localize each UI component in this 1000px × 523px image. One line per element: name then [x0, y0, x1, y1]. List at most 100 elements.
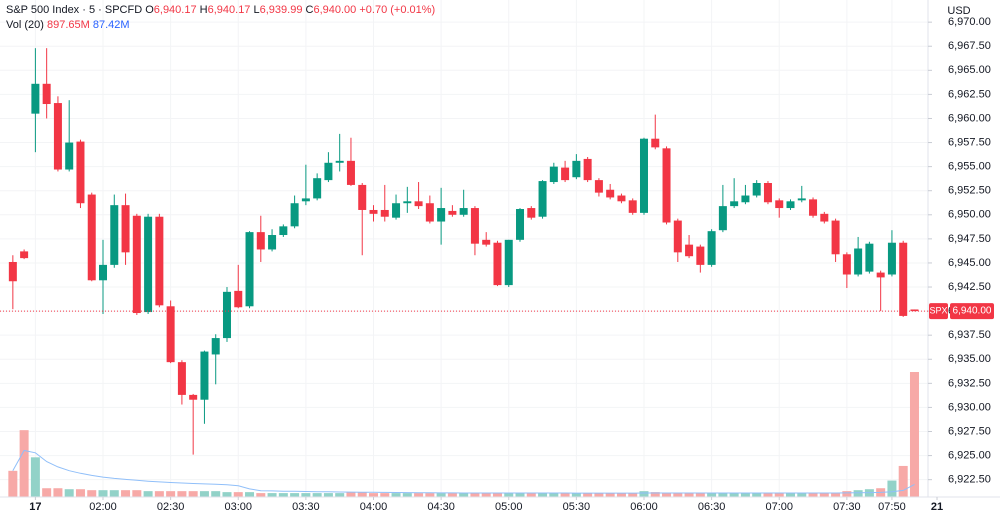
candle-body: [313, 178, 322, 199]
y-tick-label: 6,950.00: [948, 209, 991, 221]
volume-line: Vol (20) 897.65M 87.42M: [6, 18, 435, 33]
candle-body: [290, 203, 299, 227]
candle-body: [594, 180, 603, 193]
volume-bar: [639, 491, 649, 497]
ohlc-label: L: [253, 4, 260, 16]
volume-bar: [75, 489, 85, 497]
x-tick-label: 06:00: [630, 501, 658, 513]
candle-body: [121, 205, 130, 253]
volume-bar: [707, 493, 717, 497]
volume-bar: [245, 492, 255, 497]
volume-bar: [87, 490, 97, 497]
volume-bar: [143, 491, 153, 497]
x-tick-label: 05:00: [495, 501, 523, 513]
symbol: S&P 500 Index · 5 · SPCFD: [6, 4, 143, 16]
volume-bar: [98, 490, 108, 497]
volume-bar: [470, 493, 480, 497]
y-tick-label: 6,935.00: [948, 353, 991, 365]
candle-body: [809, 199, 818, 216]
volume-bar: [425, 493, 435, 497]
y-tick-label: 6,957.50: [948, 136, 991, 148]
volume-bar: [8, 470, 18, 497]
volume-bar: [684, 493, 694, 497]
candle-body: [628, 200, 637, 213]
x-tick-label: 03:30: [292, 501, 320, 513]
candle-body: [324, 162, 333, 181]
y-tick-label: 6,930.00: [948, 401, 991, 413]
y-tick-label: 6,955.00: [948, 161, 991, 173]
candle-body: [279, 226, 288, 236]
x-tick-label: 04:30: [427, 501, 455, 513]
candle-body: [87, 194, 96, 281]
candle-body: [504, 239, 513, 286]
volume-label: Vol (20): [6, 19, 44, 31]
volume-bar: [199, 491, 209, 497]
volume-bar: [357, 492, 367, 497]
candle-body: [20, 251, 29, 259]
candle-body: [335, 160, 344, 163]
volume-bar: [549, 493, 559, 497]
ohlc-value: 6,940.00: [313, 4, 357, 16]
candle-body: [414, 201, 423, 207]
candle-body: [459, 208, 468, 215]
y-tick-label: 6,937.50: [948, 329, 991, 341]
candle-body: [177, 362, 186, 395]
y-tick-label: 6,952.50: [948, 185, 991, 197]
x-tick-label: 07:30: [833, 501, 861, 513]
candle-body: [775, 200, 784, 209]
y-tick-label: 6,962.50: [948, 88, 991, 100]
volume-bar: [819, 493, 829, 497]
volume-bar: [831, 493, 841, 497]
volume-bar: [256, 493, 266, 497]
x-tick-label: 07:00: [765, 501, 793, 513]
volume-bar: [447, 493, 457, 497]
candle-body: [155, 216, 164, 306]
candle-body: [65, 142, 74, 170]
volume-bar: [414, 493, 424, 497]
candle-body: [144, 216, 153, 313]
candle-body: [76, 141, 85, 204]
volume-bar: [526, 493, 536, 497]
volume-bar: [740, 493, 750, 497]
volume-bar: [402, 493, 412, 497]
candle-body: [8, 261, 17, 282]
candle-body: [268, 235, 277, 250]
price-label-name: SPX: [929, 305, 947, 315]
volume-bar: [650, 492, 660, 497]
volume-bar: [571, 493, 581, 497]
volume-bar: [560, 493, 570, 497]
volume-bar: [64, 489, 74, 497]
x-tick-label: 06:30: [698, 501, 726, 513]
volume-bar: [30, 457, 40, 497]
volume-bar: [662, 493, 672, 497]
volume-bar: [628, 493, 638, 497]
candle-body: [110, 205, 119, 265]
volume-bar: [53, 488, 63, 497]
candle-body: [380, 209, 389, 217]
candle-body: [42, 83, 51, 105]
x-tick-label: 17: [29, 501, 41, 513]
currency-box[interactable]: [944, 2, 974, 20]
candle-body: [606, 189, 615, 198]
volume-ma-line: [12, 449, 915, 494]
volume-bar: [673, 493, 683, 497]
volume-bar: [695, 493, 705, 497]
candle-body: [561, 167, 570, 181]
candle-body: [831, 220, 840, 255]
y-tick-label: 6,970.00: [948, 16, 991, 28]
candle-body: [493, 242, 502, 286]
candle-body: [707, 231, 716, 265]
candle-body: [403, 201, 412, 204]
volume-bar: [323, 493, 333, 497]
candle-body: [211, 338, 220, 355]
candle-body: [797, 198, 806, 201]
price-label-value: 6,940.00: [953, 306, 992, 317]
candle-body: [854, 248, 863, 275]
candle-body: [346, 160, 355, 185]
candle-body: [132, 215, 141, 314]
volume-bar: [42, 488, 52, 497]
volume-bar: [154, 491, 164, 497]
candle-body: [527, 208, 536, 218]
volume-bar: [301, 493, 311, 497]
